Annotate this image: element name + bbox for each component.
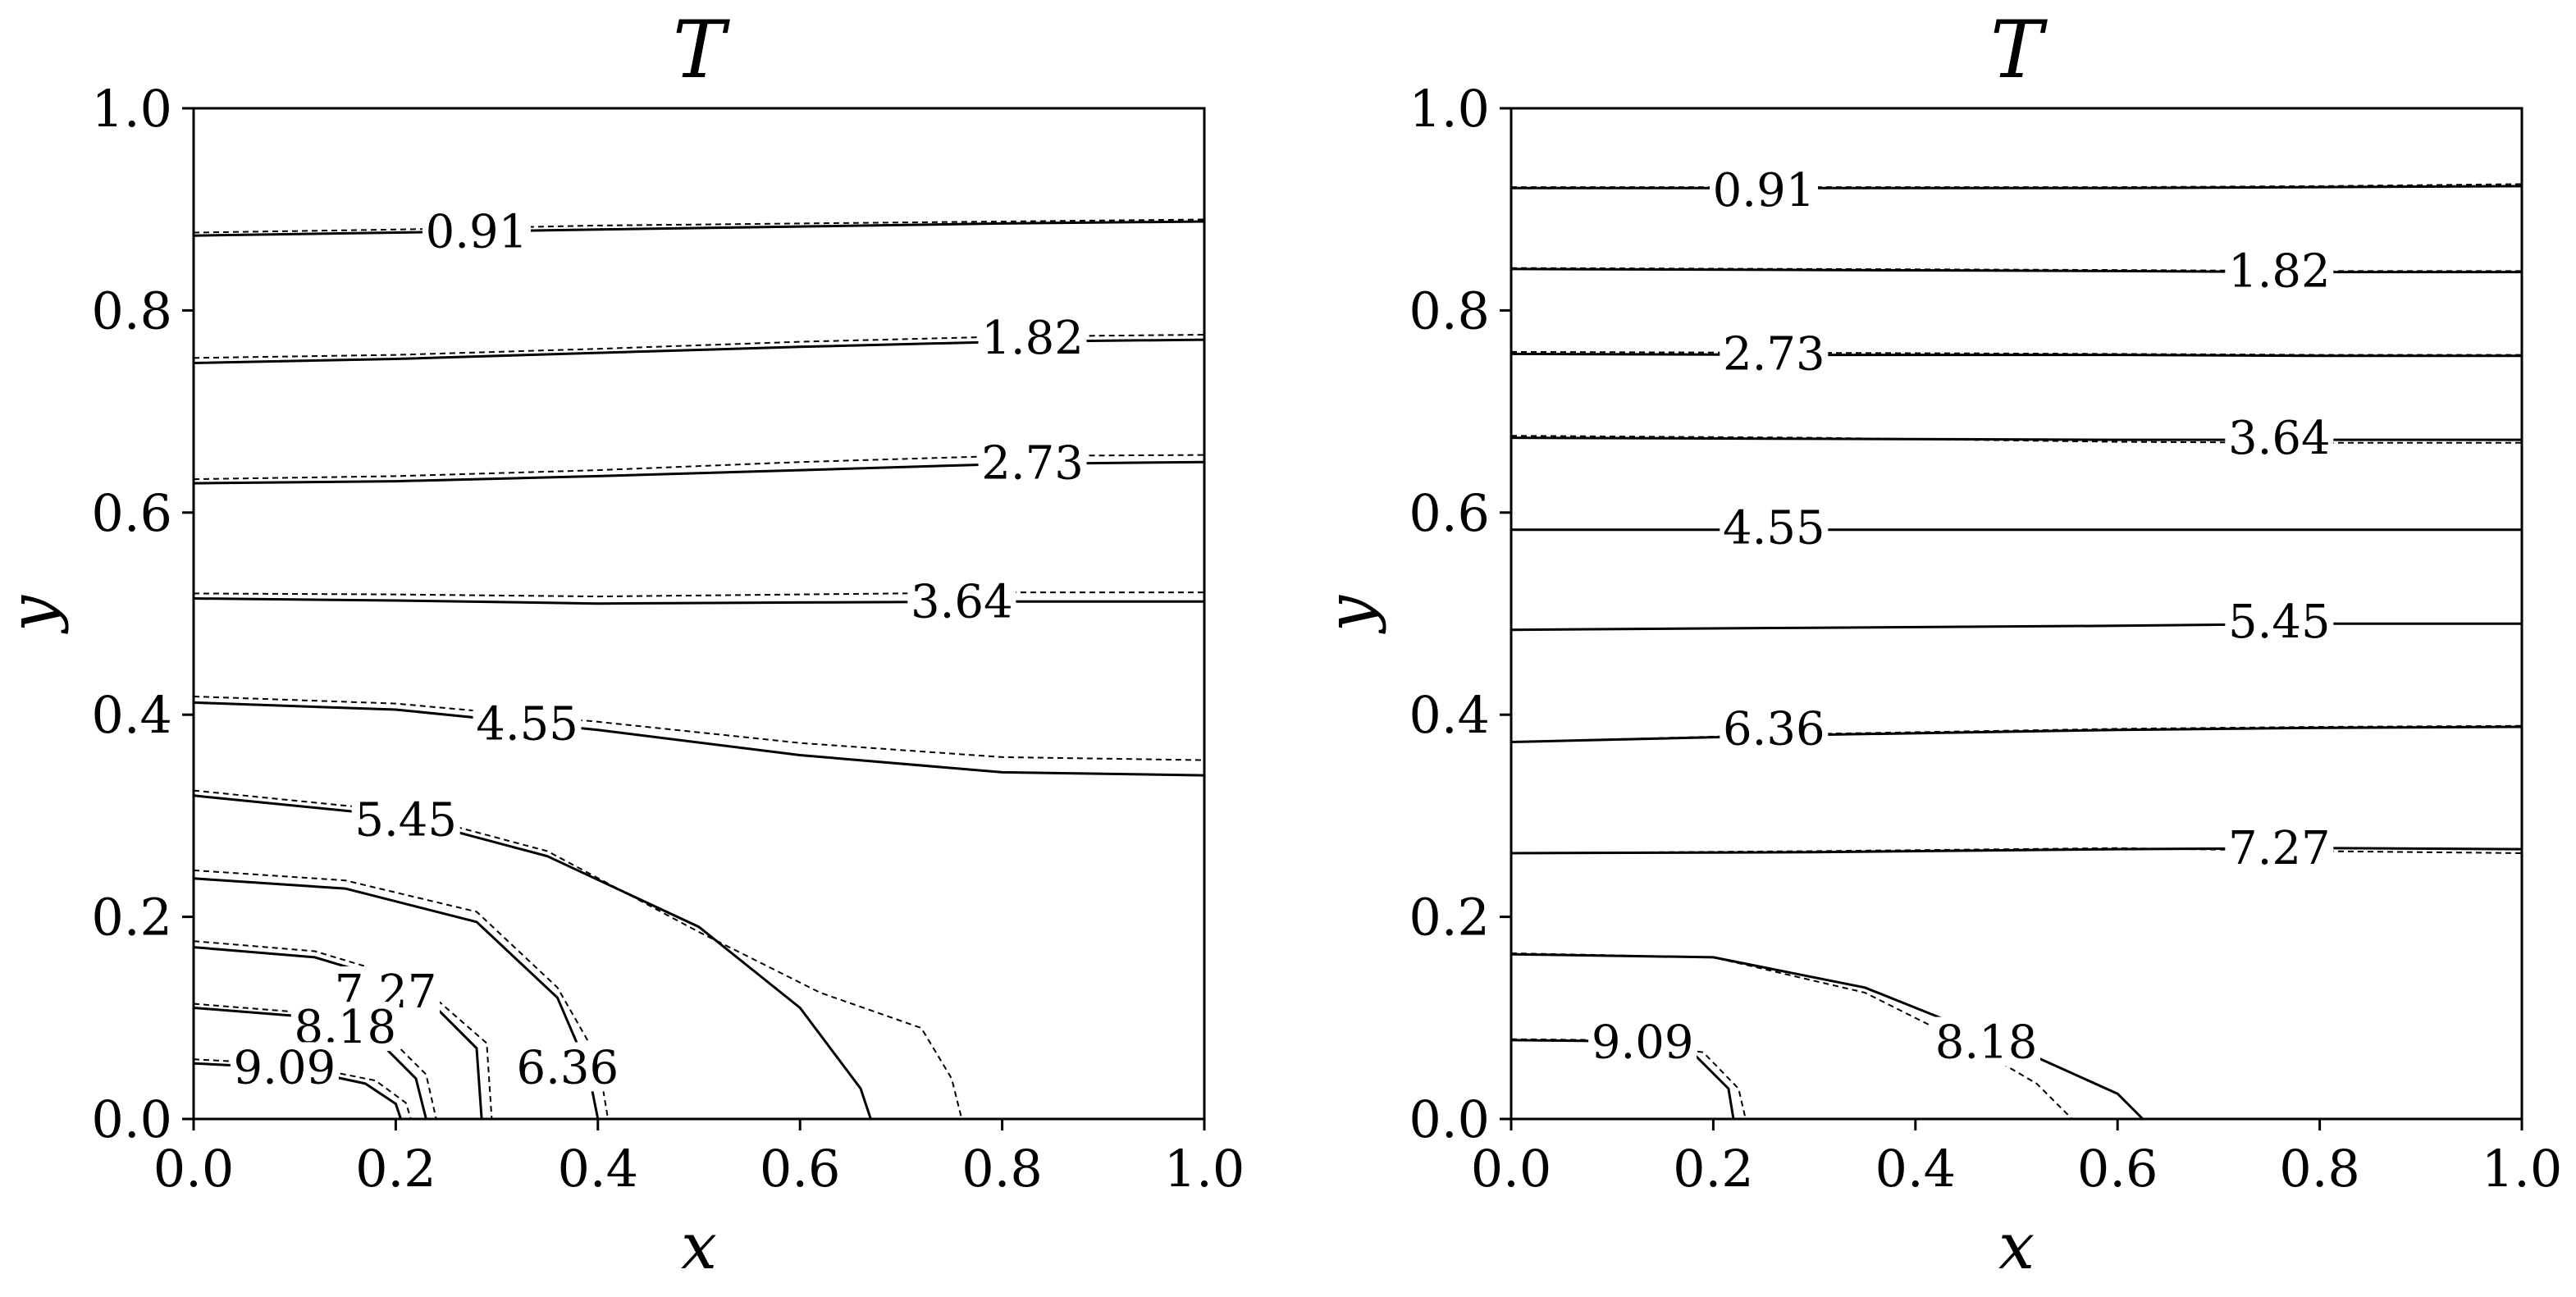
y-axis-label: y: [1313, 595, 1387, 634]
axes-frame: [192, 107, 1206, 1121]
contour-label-7.27: 7.27: [2228, 822, 2331, 875]
y-tick-label: 0.0: [91, 1089, 172, 1149]
contour-label-6.36: 6.36: [516, 1041, 619, 1094]
contour-label-bg: [978, 437, 1087, 487]
contour-dashed-0.91: [193, 218, 1205, 234]
left-contour-panel: 0.911.822.733.644.555.456.367.278.189.09…: [0, 4, 1245, 1284]
right-contour-panel: 0.91 1.82 2.73 3.64 4.55 5.45 6.36 7.27 8.18 9.09…: [1313, 4, 2562, 1284]
contour-label-3.64: 3.64: [2228, 412, 2331, 465]
contour-label-bg: [1588, 1016, 1697, 1066]
contour-solid-7.27: [1510, 847, 2523, 855]
x-tick-label: 0.8: [961, 1139, 1043, 1199]
contour-label-3.64: 3.64: [911, 575, 1013, 628]
contour-solid-5.45: [1510, 622, 2523, 632]
y-tick-label: 0.0: [1409, 1089, 1490, 1149]
x-tick-label: 1.0: [1164, 1139, 1245, 1199]
contour-dashed-4.55: [193, 696, 1205, 761]
contour-label-bg: [1720, 502, 1829, 552]
contour-solid-3.64: [1510, 436, 2523, 441]
contour-label-4.55: 4.55: [1723, 502, 1825, 555]
x-tick-label: 0.2: [355, 1139, 436, 1199]
contour-solid-2.73: [1510, 352, 2523, 358]
y-tick-label: 0.6: [1409, 483, 1490, 543]
y-tick-label: 0.8: [1409, 281, 1490, 340]
contour-label-bg: [513, 1042, 622, 1092]
y-tick-label: 0.6: [91, 483, 172, 543]
y-axis-label: y: [0, 595, 70, 634]
contour-label-2.73: 2.73: [981, 437, 1084, 491]
x-tick-label: 0.4: [557, 1139, 638, 1199]
contour-label-bg: [1710, 165, 1818, 215]
contour-label-bg: [2225, 412, 2334, 462]
y-tick-label: 1.0: [1409, 79, 1490, 139]
contour-label-9.09: 9.09: [1592, 1016, 1694, 1070]
contour-dashed-3.64: [193, 591, 1204, 598]
contour-label-1.82: 1.82: [981, 312, 1084, 365]
contour-label-5.45: 5.45: [2228, 596, 2331, 649]
contour-label-bg: [907, 576, 1016, 626]
contour-label-bg: [1720, 328, 1829, 378]
x-tick-label: 1.0: [2482, 1139, 2563, 1199]
x-tick-label: 0.6: [760, 1139, 841, 1199]
contour-label-bg: [978, 312, 1087, 362]
contour-label-4.55: 4.55: [476, 698, 578, 751]
contour-label-0.91: 0.91: [426, 206, 528, 259]
contour-dashed-1.82: [193, 334, 1205, 359]
chart-title: T: [673, 4, 730, 96]
x-tick-label: 0.6: [2077, 1139, 2158, 1199]
chart-title: T: [1990, 4, 2048, 96]
contour-dashed-2.73: [1510, 350, 2522, 356]
x-tick-label: 0.4: [1875, 1139, 1956, 1199]
contour-dashed-8.18: [193, 1002, 437, 1120]
x-tick-label: 0.2: [1673, 1139, 1754, 1199]
contour-dashed-3.64: [1510, 435, 2522, 444]
y-tick-label: 0.2: [1409, 888, 1490, 948]
y-tick-label: 0.8: [91, 281, 172, 340]
contour-dashed-2.73: [193, 454, 1205, 481]
contour-label-6.36: 6.36: [1723, 703, 1825, 756]
contour-solid-0.91: [192, 220, 1206, 237]
contour-solid-1.82: [1510, 267, 2523, 274]
y-tick-label: 0.4: [91, 685, 172, 745]
contour-label-bg: [422, 206, 531, 256]
contour-label-bg: [1720, 703, 1829, 753]
contour-label-2.73: 2.73: [1723, 328, 1825, 381]
contour-label-1.82: 1.82: [2228, 245, 2331, 299]
contour-label-5.45: 5.45: [354, 794, 457, 847]
contour-label-9.09: 9.09: [234, 1041, 336, 1094]
contour-dashed-9.09: [193, 1058, 412, 1120]
y-tick-label: 0.2: [91, 888, 172, 948]
contour-label-8.18: 8.18: [1935, 1016, 2038, 1070]
contour-label-bg: [1932, 1016, 2041, 1066]
contour-solid-6.36: [1510, 725, 2523, 743]
contour-solid-3.64: [192, 597, 1206, 605]
contour-label-bg: [473, 698, 582, 748]
contour-solid-4.55: [192, 701, 1206, 777]
contour-label-bg: [2225, 596, 2334, 646]
contour-label-bg: [230, 1042, 339, 1092]
contour-label-bg: [2225, 245, 2334, 295]
y-tick-label: 0.4: [1409, 685, 1490, 745]
contour-label-bg: [2225, 823, 2334, 873]
y-tick-label: 1.0: [91, 79, 172, 139]
x-axis-label: x: [681, 1210, 717, 1284]
x-tick-label: 0.0: [1471, 1139, 1552, 1199]
x-tick-label: 0.8: [2279, 1139, 2360, 1199]
axes-frame: [1510, 107, 2523, 1121]
x-axis-label: x: [1998, 1210, 2035, 1284]
x-tick-label: 0.0: [153, 1139, 235, 1199]
contour-label-0.91: 0.91: [1713, 164, 1816, 217]
contour-label-bg: [351, 794, 460, 844]
